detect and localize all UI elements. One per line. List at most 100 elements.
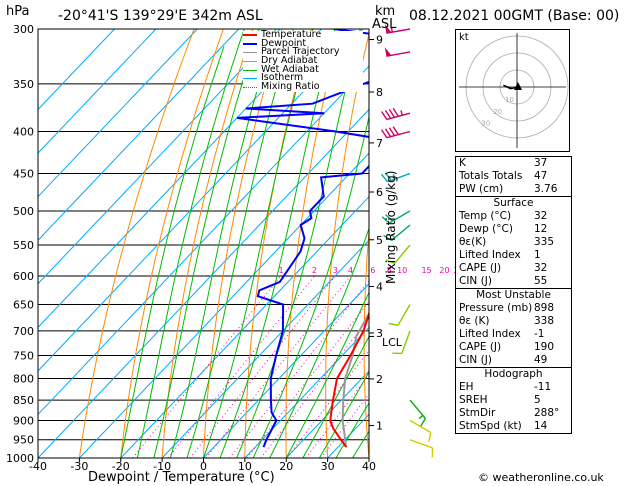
- km-tick-label: 8: [376, 86, 383, 99]
- wet-adiabat-line: [219, 29, 336, 458]
- wet-adiabat-line: [186, 29, 294, 458]
- surface-label: θε(K): [459, 236, 487, 248]
- legend-label: Isotherm: [261, 72, 304, 84]
- legend: Temperature Dewpoint Parcel Trajectory Dry …: [243, 29, 363, 92]
- mixing-ratio-label: 8: [387, 266, 392, 275]
- wind-barb: [409, 399, 427, 427]
- pressure-tick-label: 500: [13, 205, 34, 218]
- wind-barb: [381, 126, 411, 139]
- pressure-tick-label: 800: [13, 372, 34, 385]
- hodograph-param-value: 5: [534, 394, 541, 406]
- most-unstable-value: 190: [534, 341, 555, 353]
- surface-label: Lifted Index: [459, 249, 521, 261]
- wind-barb: [392, 330, 411, 355]
- wet-adiabat-line: [269, 226, 369, 458]
- isotherm-line: [285, 370, 369, 458]
- dry-adiabat-line: [363, 226, 369, 458]
- most-unstable-row: CAPE (J) 190: [456, 341, 571, 354]
- legend-swatch: [243, 86, 257, 88]
- most-unstable-row: θε (K) 338: [456, 315, 571, 328]
- legend-label: Temperature: [261, 29, 322, 40]
- surface-row: CAPE (J) 32: [456, 262, 571, 275]
- mixing-ratio-line: [189, 275, 336, 458]
- surface-value: 1: [534, 249, 541, 261]
- surface-value: 32: [534, 210, 548, 222]
- most-unstable-label: Lifted Index: [459, 328, 521, 340]
- pressure-tick-label: 300: [13, 23, 34, 36]
- surface-row: θε(K) 335: [456, 236, 571, 249]
- index-label: Totals Totals: [459, 170, 523, 182]
- legend-label: Wet Adiabat: [261, 63, 319, 75]
- asl-label: ASL: [372, 17, 397, 32]
- hodograph-param-row: EH -11: [456, 381, 571, 394]
- hodograph-ring-label: 10: [505, 96, 514, 104]
- wet-adiabat-line: [285, 291, 369, 458]
- x-tick-label: 40: [362, 460, 376, 473]
- most-unstable-value: 49: [534, 354, 548, 366]
- most-unstable-row: Lifted Index -1: [456, 328, 571, 341]
- copyright-footer: © weatheronline.co.uk: [478, 471, 604, 484]
- wet-adiabat-line: [153, 29, 260, 458]
- mixing-ratio-line: [205, 275, 351, 458]
- legend-entry: Isotherm: [243, 72, 363, 84]
- pressure-tick-label: 700: [13, 325, 34, 338]
- wind-barb: [381, 210, 411, 224]
- wind-barb: [409, 419, 432, 442]
- most-unstable-row: Pressure (mb) 898: [456, 302, 571, 315]
- x-tick-label: -10: [153, 460, 171, 473]
- mixing-ratio-label: 2: [312, 266, 317, 275]
- most-unstable-title: Most Unstable: [476, 289, 551, 301]
- mixing-ratio-line: [286, 349, 369, 458]
- pressure-tick-label: 350: [13, 78, 34, 91]
- km-tick-label: 1: [376, 420, 383, 433]
- legend-label: Parcel Trajectory: [261, 46, 340, 58]
- hodograph-param-label: StmDir: [459, 407, 496, 419]
- hodograph-unit: kt: [459, 32, 469, 43]
- wind-barb: [384, 47, 411, 57]
- hodograph-ring-label: 20: [493, 108, 502, 116]
- surface-value: 335: [534, 236, 555, 248]
- surface-value: 32: [534, 262, 548, 274]
- wind-barb: [381, 172, 411, 183]
- hodograph-ring-label: 30: [481, 120, 490, 128]
- isotherm-line: [38, 108, 369, 458]
- km-tick-label: 2: [376, 373, 383, 386]
- surface-value: 12: [534, 223, 548, 235]
- x-tick-label: -20: [112, 460, 130, 473]
- x-tick-label: 30: [321, 460, 335, 473]
- km-tick-label: 6: [376, 186, 383, 199]
- mixing-ratio-line: [246, 300, 369, 458]
- index-row: PW (cm) 3.76: [456, 183, 571, 196]
- wet-adiabat-line: [136, 29, 245, 458]
- pressure-tick-label: 600: [13, 270, 34, 283]
- lcl-label: LCL: [382, 336, 402, 349]
- surface-row: Dewp (°C) 12: [456, 223, 571, 236]
- index-value: 47: [534, 170, 548, 182]
- legend-label: Dry Adiabat: [261, 55, 318, 67]
- km-tick-label: 9: [376, 34, 383, 47]
- legend-entry: Mixing Ratio: [243, 82, 363, 92]
- surface-title: Surface: [493, 197, 534, 209]
- isotherm-line: [38, 29, 198, 198]
- most-unstable-label: CIN (J): [459, 354, 492, 366]
- pressure-tick-label: 900: [13, 414, 34, 427]
- storm-motion-marker: [514, 82, 522, 90]
- surface-row: Temp (°C) 32: [456, 210, 571, 223]
- dry-adiabat-line: [203, 29, 283, 458]
- mixing-ratio-label: 6: [370, 266, 375, 275]
- dry-adiabat-line: [285, 29, 342, 458]
- index-label: PW (cm): [459, 183, 504, 195]
- isotherm-line: [38, 29, 240, 241]
- wet-adiabat-line: [203, 29, 314, 458]
- x-tick-label: 0: [200, 460, 207, 473]
- pressure-tick-label: 400: [13, 126, 34, 139]
- wet-adiabat-line: [169, 29, 277, 458]
- legend-entry: Dry Adiabat: [243, 55, 363, 67]
- hodograph-param-row: StmSpd (kt) 14: [456, 420, 571, 433]
- hodograph-param-value: -11: [534, 381, 552, 393]
- mixing-ratio-label: 4: [348, 266, 353, 275]
- wind-barb: [384, 24, 411, 34]
- hodograph-param-label: SREH: [459, 394, 488, 406]
- wet-adiabat-line: [302, 335, 369, 458]
